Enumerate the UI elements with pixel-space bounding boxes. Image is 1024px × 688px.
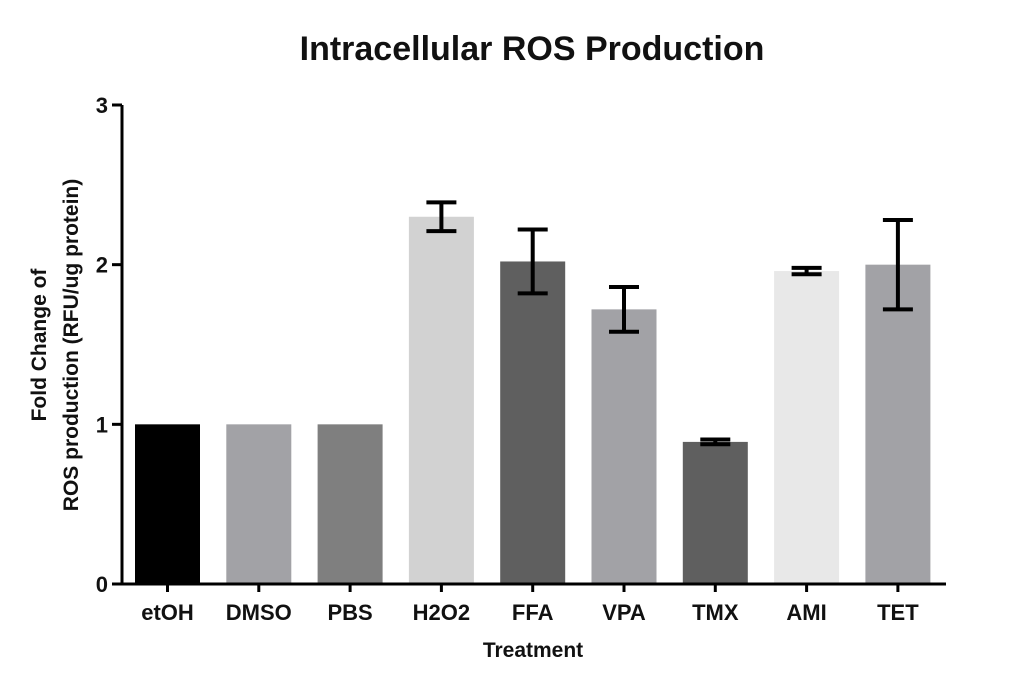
x-tick-label: PBS [327, 600, 372, 625]
y-tick-label: 1 [96, 412, 108, 437]
y-tick-label: 2 [96, 253, 108, 278]
x-tick-label: FFA [512, 600, 554, 625]
x-ticks-group: etOH DMSO PBS H2O2 FFA VPA TMX AMI TET [141, 584, 919, 625]
y-axis-label-line-1: Fold Change of [28, 268, 51, 422]
bar-vpa [591, 309, 657, 584]
bar-tet [865, 264, 931, 584]
bar-pbs [317, 424, 383, 584]
bars-group [135, 216, 931, 584]
x-tick-label: TET [877, 600, 919, 625]
chart-title: Intracellular ROS Production [300, 30, 765, 68]
bar-ffa [500, 261, 566, 584]
y-ticks-group: 0 1 2 3 [96, 93, 122, 597]
x-tick-label: AMI [786, 600, 826, 625]
bar-tmx [682, 441, 748, 584]
x-tick-label: etOH [141, 600, 194, 625]
y-tick-label: 0 [96, 572, 108, 597]
bar-etoh [135, 424, 200, 584]
error-bars-group [426, 200, 913, 447]
x-tick-label: TMX [692, 600, 739, 625]
x-axis-label: Treatment [483, 639, 583, 662]
x-tick-label: DMSO [226, 600, 292, 625]
bar-h2o2 [408, 216, 474, 584]
y-tick-label: 3 [96, 93, 108, 118]
bar-ami [774, 271, 840, 584]
bar-dmso [226, 424, 292, 584]
y-axis-label-line-2: ROS production (RFU/ug protein) [60, 179, 83, 511]
x-tick-label: VPA [602, 600, 646, 625]
x-tick-label: H2O2 [413, 600, 470, 625]
